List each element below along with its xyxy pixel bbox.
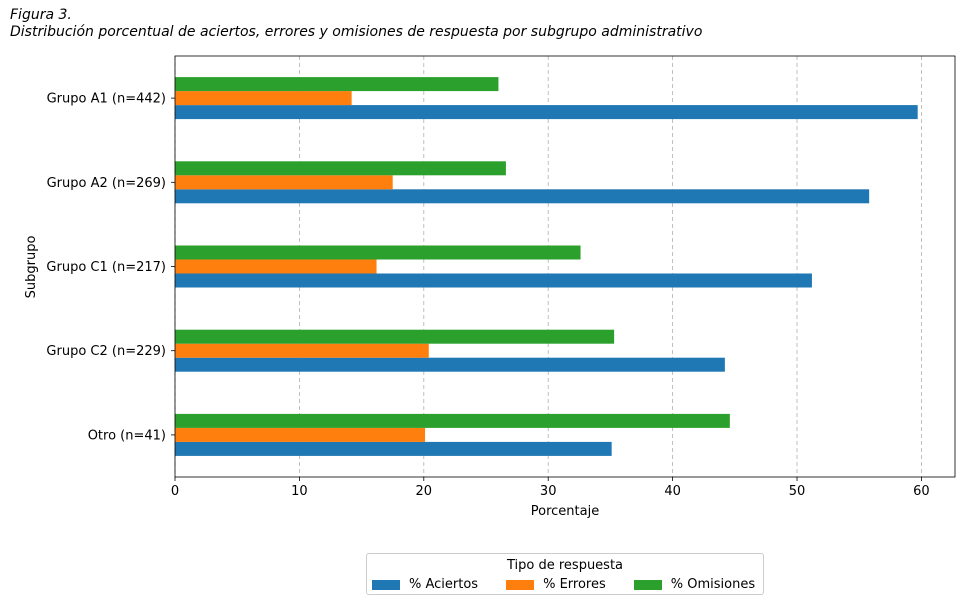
bar-omisiones: [175, 245, 581, 260]
x-axis-label: Porcentaje: [531, 504, 599, 519]
y-axis-ticks: Grupo A1 (n=442) Grupo A2 (n=269) Grupo C1…: [46, 92, 175, 443]
y-tick-label: Grupo C2 (n=229): [46, 344, 166, 359]
figure-label: Figura 3.: [10, 7, 72, 23]
legend-item: % Omisiones: [633, 577, 756, 592]
legend-label: % Aciertos: [409, 577, 479, 592]
legend-items: % Aciertos % Errores % Omisiones: [372, 577, 755, 592]
bar-errores: [175, 175, 393, 190]
bar-aciertos: [175, 105, 918, 120]
x-tick-label: 0: [171, 484, 179, 499]
x-axis-ticks: 0 10 20 30 40 50 60: [171, 477, 930, 499]
chart-legend: Tipo de respuesta % Aciertos % Errores % O…: [366, 553, 764, 595]
figure-caption: Figura 3. Distribución porcentual de aci…: [10, 7, 702, 41]
y-tick-label: Grupo A2 (n=269): [47, 176, 166, 191]
bars: [175, 77, 918, 456]
legend-swatch: [506, 579, 535, 590]
bar-omisiones: [175, 77, 499, 92]
x-tick-label: 10: [291, 484, 308, 499]
y-tick-label: Grupo C1 (n=217): [46, 260, 166, 275]
legend-title: Tipo de respuesta: [506, 558, 624, 573]
bar-omisiones: [175, 329, 615, 344]
legend-swatch: [633, 579, 662, 590]
legend-item: % Aciertos: [372, 577, 478, 592]
x-tick-label: 40: [664, 484, 681, 499]
bar-aciertos: [175, 441, 612, 456]
legend-item: % Errores: [506, 577, 606, 592]
bar-errores: [175, 259, 377, 274]
bar-errores: [175, 343, 429, 358]
legend-label: % Errores: [543, 577, 606, 592]
legend-label: % Omisiones: [670, 577, 756, 592]
bar-errores: [175, 91, 352, 106]
bar-omisiones: [175, 413, 730, 428]
legend-swatch: [372, 579, 400, 590]
bar-aciertos: [175, 273, 812, 288]
y-tick-label: Grupo A1 (n=442): [47, 92, 166, 107]
y-axis-label: Subgrupo: [24, 236, 39, 299]
x-tick-label: 50: [789, 484, 806, 499]
bar-omisiones: [175, 161, 506, 176]
figure-description: Distribución porcentual de aciertos, err…: [10, 24, 703, 40]
x-tick-label: 60: [913, 484, 930, 499]
bar-aciertos: [175, 189, 870, 204]
x-tick-label: 20: [416, 484, 433, 499]
bar-errores: [175, 427, 426, 442]
x-tick-label: 30: [540, 484, 557, 499]
y-tick-label: Otro (n=41): [88, 428, 166, 443]
bar-aciertos: [175, 357, 725, 372]
